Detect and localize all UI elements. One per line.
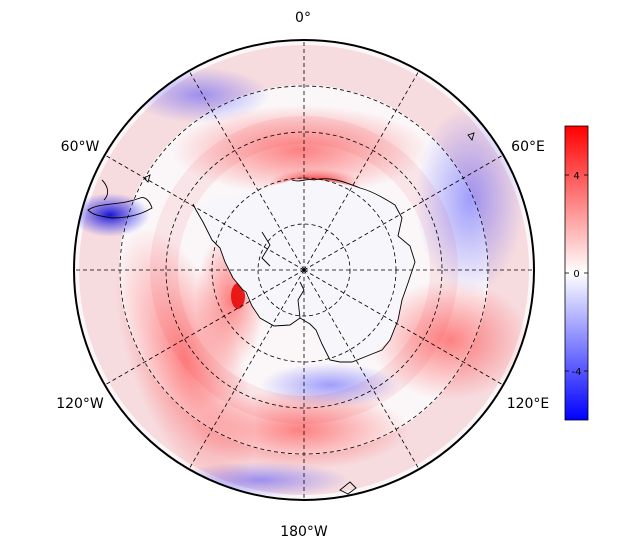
parallel-circle <box>257 223 351 317</box>
kerguelen-islands <box>467 132 475 141</box>
antarctica-coastline <box>192 178 416 363</box>
coastlines <box>87 132 475 495</box>
parallel-circle <box>165 131 443 409</box>
new-zealand-fragment <box>339 481 357 495</box>
colorbar-tick-label: 0 <box>573 269 579 280</box>
meridian-line <box>104 269 305 386</box>
south-atlantic-negative <box>130 67 270 123</box>
lon-label-upper-right: 60°E <box>511 139 545 155</box>
weddell-positive <box>170 105 430 195</box>
ross-negative <box>260 363 400 407</box>
ronne-ice-shelf-edge <box>261 231 271 267</box>
lon-label-bottom: 180°W <box>280 524 328 540</box>
meridian-line <box>104 154 305 271</box>
graticule <box>74 40 534 500</box>
southwest-pacific-positive <box>190 390 410 470</box>
colorbar-tick-label: -4 <box>572 367 582 378</box>
lon-label-upper-left: 60°W <box>61 139 100 155</box>
lon-label-lower-left: 120°W <box>56 396 104 412</box>
meridian-line <box>303 269 504 386</box>
indian-negative <box>415 105 525 295</box>
lower-rim-negative <box>170 462 350 498</box>
south-georgia <box>143 174 151 183</box>
ross-ice-shelf-edge <box>297 281 305 319</box>
peninsula-hotspot <box>231 283 245 309</box>
colorbar: 4 0 -4 <box>564 125 589 421</box>
drake-negative <box>74 193 150 237</box>
meridian-line <box>188 70 305 271</box>
meridian-line <box>303 70 420 271</box>
meridian-line <box>303 269 420 470</box>
meridian-line <box>303 154 504 271</box>
lon-label-top: 0° <box>295 10 311 26</box>
parallel-circle <box>119 85 489 455</box>
colorbar-tick-label: 4 <box>573 171 579 182</box>
lon-label-lower-right: 120°E <box>507 396 550 412</box>
east-positive-band <box>370 280 530 400</box>
colorbar-ticks: 4 0 -4 <box>565 171 588 378</box>
map-boundary <box>73 39 535 501</box>
parallel-circle <box>211 177 397 363</box>
south-america-coastline <box>87 179 153 219</box>
meridian-line <box>188 269 305 470</box>
